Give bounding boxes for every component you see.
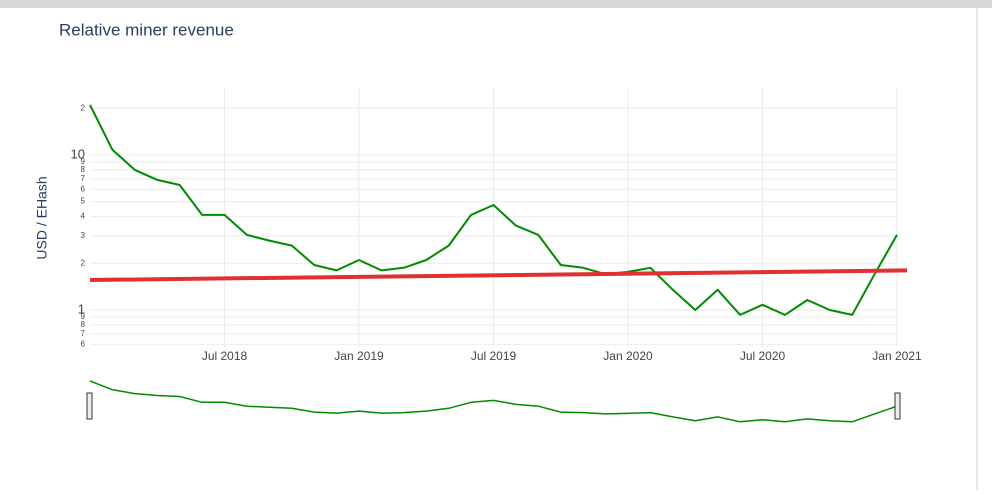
- window-bar: [0, 0, 992, 8]
- range-slider-handle[interactable]: [86, 392, 93, 420]
- data-line: [89, 104, 898, 316]
- y-tick-label: 6: [81, 184, 86, 193]
- x-tick-label: Jul 2020: [740, 349, 786, 363]
- y-tick-label: 9: [81, 157, 86, 166]
- y-tick-label: 10: [71, 146, 85, 161]
- y-axis-label: USD / EHash: [34, 176, 50, 259]
- range-slider-line: [89, 380, 898, 423]
- y-tick-label: 1: [78, 301, 85, 316]
- x-tick-label: Jan 2019: [334, 349, 384, 363]
- y-tick-label: 5: [81, 197, 86, 206]
- x-tick-label: Jan 2021: [872, 349, 922, 363]
- y-tick-label: 8: [81, 320, 86, 329]
- x-tick-label: Jul 2019: [471, 349, 517, 363]
- y-tick-label: 9: [81, 312, 86, 321]
- y-tick-label: 6: [81, 339, 86, 348]
- x-tick-label: Jan 2020: [603, 349, 653, 363]
- y-tick-label: 7: [81, 174, 86, 183]
- y-tick-label: 2: [81, 103, 86, 112]
- trend-line: [89, 268, 908, 282]
- y-tick-label: 4: [81, 212, 86, 221]
- y-tick-label: 7: [81, 329, 86, 338]
- chart-title: Relative miner revenue: [59, 20, 234, 39]
- y-tick-label: 3: [81, 231, 86, 240]
- y-tick-label: 2: [81, 258, 86, 267]
- range-slider-handle[interactable]: [894, 392, 901, 420]
- y-tick-label: 8: [81, 165, 86, 174]
- x-tick-label: Jul 2018: [202, 349, 248, 363]
